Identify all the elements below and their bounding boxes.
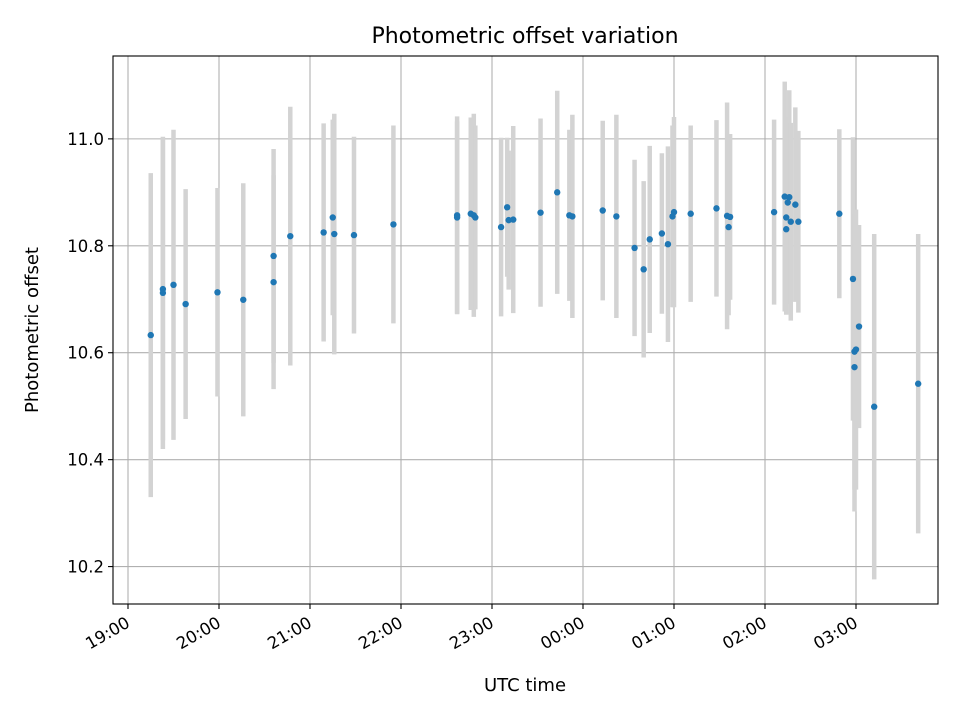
- data-point: [670, 208, 678, 216]
- data-point: [350, 231, 358, 239]
- data-point: [510, 216, 517, 223]
- y-axis-label: Photometric offset: [22, 247, 43, 413]
- data-point: [613, 213, 620, 220]
- data-point: [640, 266, 647, 273]
- data-point: [770, 208, 778, 216]
- data-point: [554, 189, 561, 196]
- data-point: [795, 218, 802, 225]
- data-point: [270, 252, 277, 260]
- data-point: [159, 289, 167, 297]
- y-axis: 10.2 10.4 10.6 10.8 11.0: [67, 130, 113, 577]
- plot-frame: [112, 55, 939, 605]
- data-point: [784, 199, 791, 206]
- data-point: [331, 230, 338, 238]
- data-point: [472, 214, 479, 221]
- data-point: [170, 281, 177, 289]
- y-tick-label: 11.0: [67, 130, 104, 149]
- data-point: [569, 213, 576, 220]
- data-point: [871, 403, 878, 410]
- data-point: [914, 380, 922, 387]
- data-point: [687, 210, 694, 217]
- data-point: [787, 218, 794, 225]
- y-tick-label: 10.2: [67, 558, 104, 577]
- data-point: [713, 205, 720, 212]
- data-point: [537, 209, 544, 216]
- data-point: [664, 240, 672, 248]
- data-points: [147, 189, 922, 410]
- data-point: [320, 229, 327, 236]
- chart-title: Photometric offset variation: [371, 24, 678, 49]
- data-point: [631, 244, 638, 252]
- data-point: [786, 193, 793, 201]
- data-point: [214, 289, 221, 296]
- data-point: [287, 232, 294, 240]
- data-point: [836, 210, 843, 217]
- y-tick-label: 10.8: [67, 237, 104, 256]
- data-point: [658, 230, 666, 237]
- y-tick-label: 10.6: [67, 344, 104, 363]
- x-axis-label: UTC time: [484, 675, 566, 696]
- data-point: [599, 207, 606, 214]
- data-point: [792, 201, 799, 208]
- data-point: [725, 223, 732, 231]
- data-point: [646, 236, 653, 243]
- data-point: [390, 221, 397, 228]
- data-point: [182, 300, 189, 308]
- data-point: [783, 214, 790, 221]
- data-point: [849, 275, 857, 283]
- data-point: [855, 323, 863, 330]
- data-point: [851, 363, 858, 371]
- data-point: [726, 213, 734, 221]
- data-point: [783, 226, 790, 233]
- y-tick-label: 10.4: [67, 451, 104, 470]
- data-point: [852, 346, 860, 353]
- data-point: [497, 223, 505, 231]
- data-point: [147, 331, 154, 339]
- data-point: [329, 214, 336, 221]
- data-point: [240, 296, 247, 303]
- data-point: [270, 278, 277, 286]
- data-point: [503, 204, 511, 211]
- data-point: [453, 214, 461, 221]
